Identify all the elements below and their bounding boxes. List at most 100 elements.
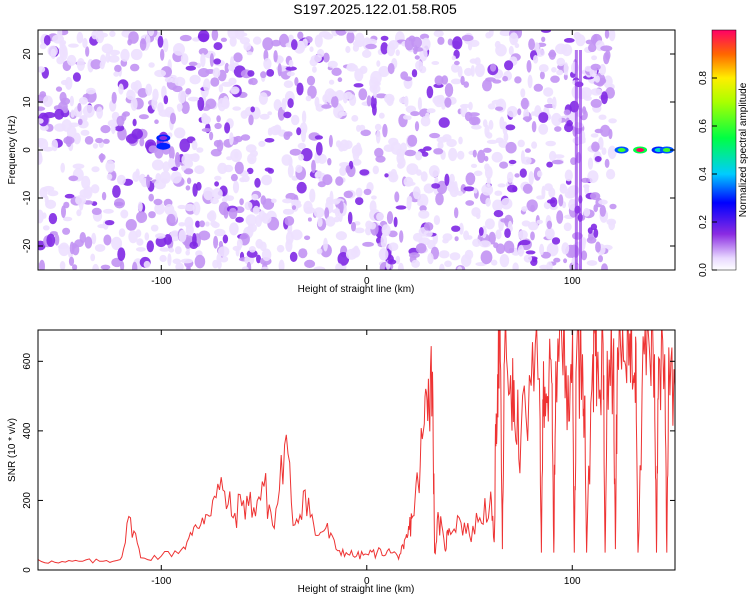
- noise-cell: [607, 145, 617, 159]
- noise-cell: [175, 152, 180, 166]
- noise-cell: [352, 44, 359, 52]
- noise-cell: [130, 63, 140, 72]
- noise-cell: [483, 147, 492, 153]
- noise-cell: [187, 96, 200, 102]
- noise-cell: [590, 88, 603, 96]
- noise-cell: [221, 197, 228, 203]
- noise-cell: [432, 95, 443, 105]
- hot-spot: [636, 148, 645, 152]
- noise-cell: [345, 30, 357, 33]
- noise-cell: [247, 70, 255, 77]
- noise-cell: [567, 186, 577, 198]
- noise-cell: [492, 79, 502, 84]
- noise-cell: [444, 173, 450, 186]
- noise-cell: [387, 63, 395, 75]
- noise-cell: [351, 221, 356, 232]
- noise-cell: [386, 42, 396, 57]
- noise-cell: [148, 211, 156, 219]
- noise-cell: [354, 227, 365, 234]
- noise-cell: [205, 221, 210, 227]
- noise-cell: [480, 250, 493, 265]
- noise-cell: [339, 200, 344, 214]
- noise-cell: [551, 112, 562, 127]
- noise-cell: [283, 111, 292, 119]
- noise-cell: [586, 260, 598, 266]
- noise-cell: [378, 112, 385, 119]
- noise-cell: [183, 168, 194, 175]
- noise-cell: [416, 169, 422, 176]
- noise-cell: [451, 63, 460, 73]
- noise-cell: [580, 177, 591, 183]
- noise-cell: [335, 176, 344, 186]
- noise-cell: [561, 242, 570, 255]
- noise-cell: [508, 248, 515, 253]
- noise-cell: [437, 141, 444, 150]
- noise-cell: [248, 246, 256, 253]
- noise-cell: [217, 162, 228, 174]
- hot-spot: [662, 148, 671, 152]
- noise-cell: [229, 222, 239, 236]
- noise-cell: [426, 108, 436, 114]
- noise-cell: [387, 259, 397, 265]
- noise-cell: [375, 155, 386, 163]
- noise-cell: [210, 197, 220, 205]
- noise-cell: [459, 222, 464, 235]
- snr-y-label: SNR (10 * v/v): [7, 418, 18, 482]
- noise-cell: [446, 181, 457, 188]
- noise-cell: [38, 209, 44, 224]
- noise-cell: [201, 115, 211, 125]
- noise-cell: [289, 251, 298, 262]
- noise-cell: [72, 264, 78, 270]
- noise-cell: [128, 230, 138, 244]
- noise-cell: [545, 140, 556, 147]
- noise-cell: [431, 61, 440, 65]
- noise-cell: [552, 96, 557, 110]
- noise-cell: [535, 48, 545, 57]
- noise-cell: [214, 175, 222, 181]
- noise-cell: [457, 66, 463, 78]
- noise-cell: [203, 187, 214, 201]
- noise-cell: [454, 207, 459, 219]
- noise-cell: [235, 216, 244, 223]
- noise-cell: [155, 236, 167, 248]
- noise-cell: [538, 123, 549, 135]
- noise-cell: [234, 161, 244, 175]
- noise-cell: [534, 105, 542, 117]
- noise-cell: [598, 199, 608, 205]
- noise-cell: [269, 125, 281, 136]
- noise-cell: [333, 216, 340, 223]
- noise-cell: [84, 236, 93, 249]
- noise-cell: [146, 174, 151, 189]
- noise-cell: [309, 188, 316, 203]
- noise-cell: [179, 34, 192, 42]
- noise-cell: [428, 165, 440, 178]
- noise-cell: [154, 202, 165, 215]
- noise-cell: [521, 220, 531, 227]
- noise-cell: [76, 31, 84, 44]
- noise-cell: [558, 194, 564, 207]
- noise-cell: [524, 148, 531, 153]
- noise-cell: [100, 264, 111, 270]
- noise-cell: [374, 123, 382, 131]
- noise-cell: [473, 170, 483, 177]
- noise-cell: [311, 159, 316, 173]
- noise-cell: [548, 49, 556, 60]
- noise-cell: [504, 228, 511, 239]
- noise-cell: [595, 241, 601, 253]
- noise-cell: [197, 97, 205, 111]
- noise-cell: [351, 115, 359, 122]
- noise-cell: [77, 118, 83, 126]
- noise-cell: [185, 88, 192, 95]
- noise-cell: [246, 249, 258, 258]
- noise-cell: [120, 209, 129, 219]
- noise-cell: [548, 187, 556, 198]
- noise-cell: [493, 242, 499, 249]
- noise-cell: [461, 254, 472, 267]
- noise-cell: [278, 259, 285, 270]
- noise-cell: [250, 150, 258, 158]
- noise-cell: [285, 192, 297, 201]
- noise-cell: [378, 248, 389, 261]
- noise-cell: [179, 138, 190, 153]
- noise-cell: [267, 111, 273, 116]
